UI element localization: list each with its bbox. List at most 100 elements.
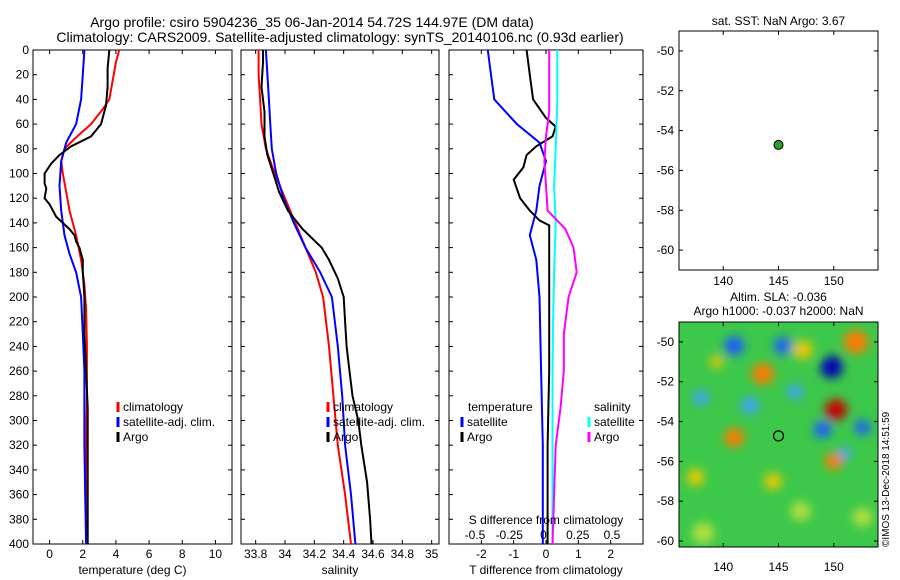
temperature-ytick-label: 260 <box>9 364 29 378</box>
salinity-series-line <box>257 50 352 545</box>
salinity-xtick-label: 34.4 <box>332 547 356 561</box>
temperature-ytick-label: 400 <box>9 537 29 551</box>
sla-map-anomaly <box>774 337 792 355</box>
sla-map-anomaly <box>827 355 841 369</box>
sla-map-xtick-label: 140 <box>713 560 733 574</box>
sla-map-ytick-label: -52 <box>657 375 675 389</box>
salinity-xtick-label: 34.2 <box>303 547 327 561</box>
sla-map-argo-marker <box>772 430 785 442</box>
temperature-series-line <box>43 49 111 544</box>
difference-legend-s-satellite-label: satellite <box>594 415 635 429</box>
temperature-ytick-label: 40 <box>16 92 30 106</box>
salinity-series-line <box>264 49 357 545</box>
salinity-xtick-label: 34.6 <box>361 547 385 561</box>
temperature-xtick-label: 8 <box>179 547 186 561</box>
sla-map-anomaly <box>813 421 832 438</box>
sla-map-anomaly <box>852 507 873 527</box>
sla-map-title-2: Argo h1000: -0.037 h2000: NaN <box>693 304 863 318</box>
sst-map-argo-marker <box>773 139 784 150</box>
difference-legend-temperature-title: temperature <box>468 400 533 414</box>
sla-map-anomaly <box>792 340 813 360</box>
sla-map-anomaly <box>854 420 871 435</box>
plots-layer: 0204060801001201401601802002202402602803… <box>9 14 879 577</box>
sla-map-blobs <box>686 330 873 544</box>
difference-xtick-label: -2 <box>476 547 487 561</box>
difference-legend-salinity-title: salinity <box>594 400 631 414</box>
sla-map-anomaly <box>693 390 709 406</box>
temperature-ytick-label: 80 <box>16 142 30 156</box>
sla-map-anomaly <box>740 397 759 415</box>
difference-s-tick-label: -0.5 <box>465 528 486 542</box>
temperature-ytick-label: 380 <box>9 512 29 526</box>
sla-map-anomaly <box>686 468 705 486</box>
temperature-ytick-label: 0 <box>22 43 29 57</box>
temperature-ytick-label: 140 <box>9 216 29 230</box>
temperature-legend-climatology-label: climatology <box>123 400 183 414</box>
temperature-ytick-label: 300 <box>9 414 29 428</box>
temperature-xlabel: temperature (deg C) <box>78 563 186 577</box>
sla-map-anomaly <box>838 447 852 460</box>
sla-map-title-1: Altim. SLA: -0.036 <box>730 290 827 304</box>
salinity-legend-argo-label: Argo <box>333 430 359 444</box>
temperature-xtick-label: 0 <box>46 547 53 561</box>
difference-xtick-label: 1 <box>575 547 582 561</box>
sla-map-ytick-label: -50 <box>657 335 675 349</box>
sla-map-anomaly <box>824 452 843 470</box>
temperature-ytick-label: 180 <box>9 265 29 279</box>
watermark: ©IMOS 13-Dec-2018 14:51:59 <box>881 411 892 547</box>
salinity-legend-satellite-label: satellite-adj. clim. <box>333 415 425 429</box>
difference-s-tick-label: 0.25 <box>566 528 590 542</box>
sla-map-anomaly <box>724 428 745 447</box>
temperature-ytick-label: 60 <box>16 117 30 131</box>
sla-map-xtick-label: 150 <box>824 560 844 574</box>
sst-map-ytick-label: -60 <box>657 243 675 257</box>
sla-map-ytick-label: -58 <box>657 494 675 508</box>
title-line-1: Argo profile: csiro 5904236_35 06-Jan-20… <box>90 14 534 30</box>
sla-map-xtick-label: 145 <box>768 560 788 574</box>
temperature-ytick-label: 120 <box>9 191 29 205</box>
difference-s-tick-label: -0.25 <box>496 528 524 542</box>
temperature-xtick-label: 6 <box>146 547 153 561</box>
temperature-ytick-label: 360 <box>9 488 29 502</box>
salinity-series-line <box>260 50 373 545</box>
temperature-ytick-label: 320 <box>9 438 29 452</box>
sla-map-anomaly <box>709 355 724 369</box>
difference-legend-t-satellite-label: satellite <box>467 415 508 429</box>
temperature-xtick-label: 10 <box>209 547 223 561</box>
salinity-xlabel: salinity <box>322 563 359 577</box>
sst-map-xtick-label: 145 <box>768 274 788 288</box>
sst-map-ytick-label: -54 <box>657 124 675 138</box>
temperature-ytick-label: 20 <box>16 68 30 82</box>
difference-s-tick-label: 0 <box>540 528 547 542</box>
difference-series-line <box>543 50 578 545</box>
sst-map-ytick-label: -50 <box>657 44 675 58</box>
temperature-ytick-label: 160 <box>9 241 29 255</box>
sst-map-xtick-label: 150 <box>824 274 844 288</box>
salinity-legend-climatology-label: climatology <box>333 400 393 414</box>
sla-map-anomaly <box>764 472 782 490</box>
sst-map-ytick-label: -58 <box>657 203 675 217</box>
sst-map-frame <box>678 30 879 271</box>
sla-map-ytick-label: -60 <box>657 534 675 548</box>
sla-map-ytick-label: -56 <box>657 454 675 468</box>
sla-map-field <box>679 322 878 547</box>
difference-legend-s-argo-label: Argo <box>594 430 620 444</box>
sla-map-anomaly <box>843 330 869 354</box>
temperature-series-line <box>58 49 88 545</box>
temperature-ytick-label: 340 <box>9 463 29 477</box>
sla-map-anomaly <box>751 363 775 385</box>
difference-xlabel: T difference from climatology <box>469 563 623 577</box>
difference-xtick-label: 2 <box>607 547 614 561</box>
sla-map-anomaly <box>692 522 715 544</box>
difference-s-axis-label: S difference from climatology <box>469 513 624 527</box>
difference-series-line <box>551 50 559 544</box>
temperature-axes-frame <box>32 49 233 545</box>
sla-map-background <box>679 322 878 547</box>
sla-map-anomaly <box>787 384 803 400</box>
title-line-2: Climatology: CARS2009. Satellite-adjuste… <box>56 29 623 45</box>
sla-map-anomaly <box>724 336 745 356</box>
sst-map-title: sat. SST: NaN Argo: 3.67 <box>712 14 846 28</box>
sst-map-xtick-label: 140 <box>713 274 733 288</box>
sla-map-anomaly <box>824 399 848 421</box>
